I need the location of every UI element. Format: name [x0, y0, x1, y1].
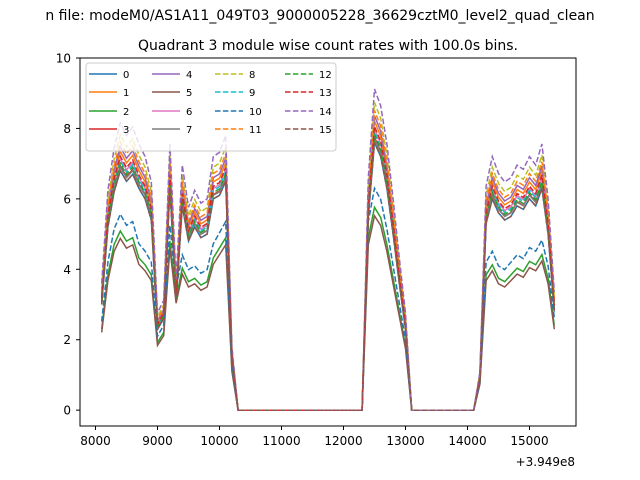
chart-title: Quadrant 3 module wise count rates with …: [138, 38, 518, 54]
legend-label: 9: [249, 88, 255, 99]
plot-frame: [79, 57, 577, 427]
x-tick-label: 8000: [80, 434, 111, 448]
y-tick-label: 10: [56, 52, 71, 66]
figure-suptitle: n file: modeM0/AS1A11_049T03_9000005228_…: [45, 8, 594, 24]
legend-label: 15: [319, 125, 332, 136]
x-axis-offset-label: +3.949e8: [516, 455, 575, 469]
x-tick-label: 11000: [262, 434, 300, 448]
legend-label: 0: [123, 70, 129, 81]
legend-label: 10: [249, 107, 262, 118]
legend-label: 7: [186, 125, 192, 136]
y-axis-ticks: 0 2 4 6 8 10: [56, 52, 80, 418]
x-axis-ticks: 8000 9000 10000 11000 12000 13000 14000 15000: [80, 426, 549, 448]
legend-label: 8: [249, 70, 255, 81]
x-tick-label: 15000: [510, 434, 548, 448]
x-tick-label: 12000: [324, 434, 362, 448]
x-tick-label: 10000: [200, 434, 238, 448]
series-line-15: [100, 142, 556, 411]
legend-label: 5: [186, 88, 192, 99]
x-tick-label: 9000: [142, 434, 173, 448]
legend-label: 1: [123, 88, 129, 99]
legend-label: 3: [123, 125, 129, 136]
y-tick-label: 2: [63, 333, 71, 347]
legend-label: 2: [123, 107, 129, 118]
legend-label: 14: [319, 107, 332, 118]
x-tick-label: 14000: [448, 434, 486, 448]
x-tick-label: 13000: [386, 434, 424, 448]
legend-label: 11: [249, 125, 262, 136]
legend-label: 12: [319, 70, 332, 81]
legend-label: 6: [186, 107, 192, 118]
y-tick-label: 0: [63, 404, 71, 418]
legend-box: [85, 62, 337, 152]
y-tick-label: 8: [63, 122, 71, 136]
legend-label: 13: [319, 88, 332, 99]
y-tick-label: 6: [63, 192, 71, 206]
legend-label: 4: [186, 70, 192, 81]
y-tick-label: 4: [63, 263, 71, 277]
series-lines: [100, 88, 556, 411]
